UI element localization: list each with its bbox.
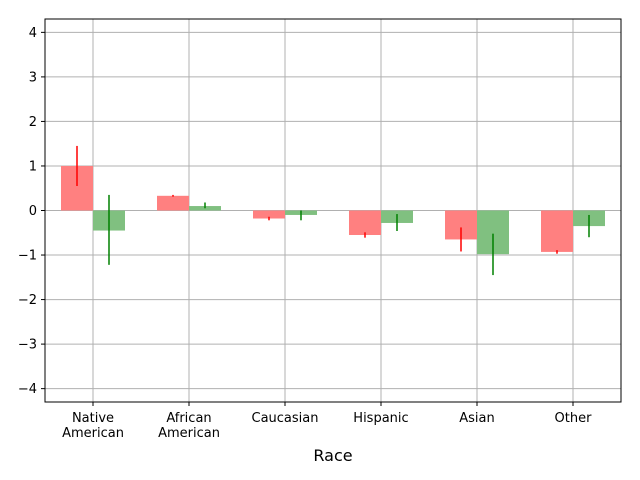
y-tick-label: 0 bbox=[29, 204, 37, 219]
x-tick-label: American bbox=[158, 426, 220, 441]
x-tick-label: Other bbox=[555, 411, 593, 426]
bar bbox=[157, 195, 189, 211]
y-tick-label: −3 bbox=[18, 338, 37, 353]
grid-lines bbox=[45, 19, 621, 402]
y-tick-label: 4 bbox=[29, 26, 37, 41]
x-tick-label: American bbox=[62, 426, 124, 441]
bar bbox=[541, 210, 573, 252]
y-tick-label: 3 bbox=[29, 70, 37, 85]
bar bbox=[253, 210, 285, 219]
x-tick-label: Asian bbox=[459, 411, 494, 426]
x-tick-label: Caucasian bbox=[252, 411, 319, 426]
y-tick-label: 2 bbox=[29, 115, 37, 130]
y-tick-label: 1 bbox=[29, 159, 37, 174]
x-tick-label: Native bbox=[72, 411, 114, 426]
y-axis: −4 −3 −2 −1 0 1 2 3 4 bbox=[18, 26, 45, 397]
x-axis-label: Race bbox=[313, 446, 352, 465]
error-bars bbox=[76, 145, 590, 276]
y-tick-label: −4 bbox=[18, 382, 37, 397]
x-tick-label: African bbox=[166, 411, 211, 426]
bar bbox=[349, 210, 381, 235]
y-tick-label: −1 bbox=[18, 249, 37, 264]
y-tick-label: −2 bbox=[18, 293, 37, 308]
x-tick-label: Hispanic bbox=[353, 411, 408, 426]
